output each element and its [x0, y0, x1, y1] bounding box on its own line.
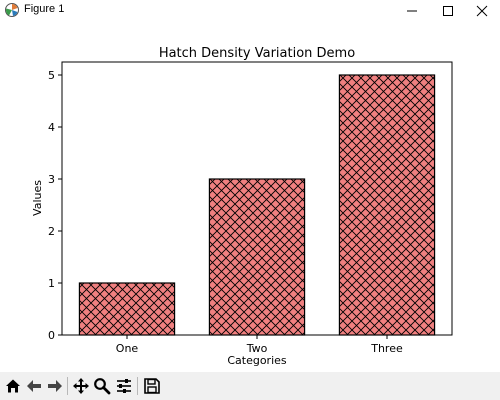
home-icon: [6, 379, 20, 393]
close-button[interactable]: [462, 0, 500, 22]
bar-chart: Hatch Density Variation Demo 0 1 2 3 4 5 One T…: [31, 46, 453, 367]
navigation-toolbar: [0, 372, 500, 400]
y-axis-label: Values: [31, 180, 44, 216]
pan-button[interactable]: [70, 375, 92, 397]
y-tick-label: 1: [48, 277, 55, 290]
zoom-icon: [94, 378, 111, 395]
x-tick-label: Three: [370, 342, 403, 355]
configure-subplots-icon: [117, 379, 131, 393]
save-button[interactable]: [141, 375, 163, 397]
toolbar-separator: [67, 377, 68, 395]
chart-title: Hatch Density Variation Demo: [159, 46, 355, 61]
back-icon: [27, 380, 41, 392]
matplotlib-app-icon: [5, 3, 19, 17]
y-tick-label: 4: [48, 121, 55, 134]
y-tick-label: 3: [48, 173, 55, 186]
forward-button[interactable]: [44, 375, 66, 397]
bar-hatch-three: [338, 74, 436, 336]
minimize-icon: [407, 10, 417, 12]
x-tick-label: One: [116, 342, 139, 355]
maximize-icon: [443, 6, 453, 16]
figure-canvas: Hatch Density Variation Demo 0 1 2 3 4 5 One T…: [0, 22, 500, 372]
y-tick-label: 2: [48, 225, 55, 238]
pan-icon: [73, 378, 89, 394]
close-icon: [476, 5, 488, 17]
back-button[interactable]: [23, 375, 45, 397]
zoom-button[interactable]: [91, 375, 113, 397]
forward-icon: [48, 380, 62, 392]
bar-hatch-one: [78, 282, 176, 336]
y-tick-label: 5: [48, 69, 55, 82]
y-tick-label: 0: [48, 329, 55, 342]
bar-hatch-two: [208, 178, 306, 336]
configure-subplots-button[interactable]: [113, 375, 135, 397]
maximize-button[interactable]: [428, 0, 468, 22]
home-button[interactable]: [2, 375, 24, 397]
x-axis-label: Categories: [227, 354, 287, 367]
x-tick-label: Two: [246, 342, 268, 355]
window-title: Figure 1: [24, 3, 65, 15]
save-icon: [144, 378, 160, 394]
toolbar-separator: [137, 377, 138, 395]
window-titlebar: Figure 1: [0, 0, 500, 22]
minimize-button[interactable]: [392, 0, 432, 22]
